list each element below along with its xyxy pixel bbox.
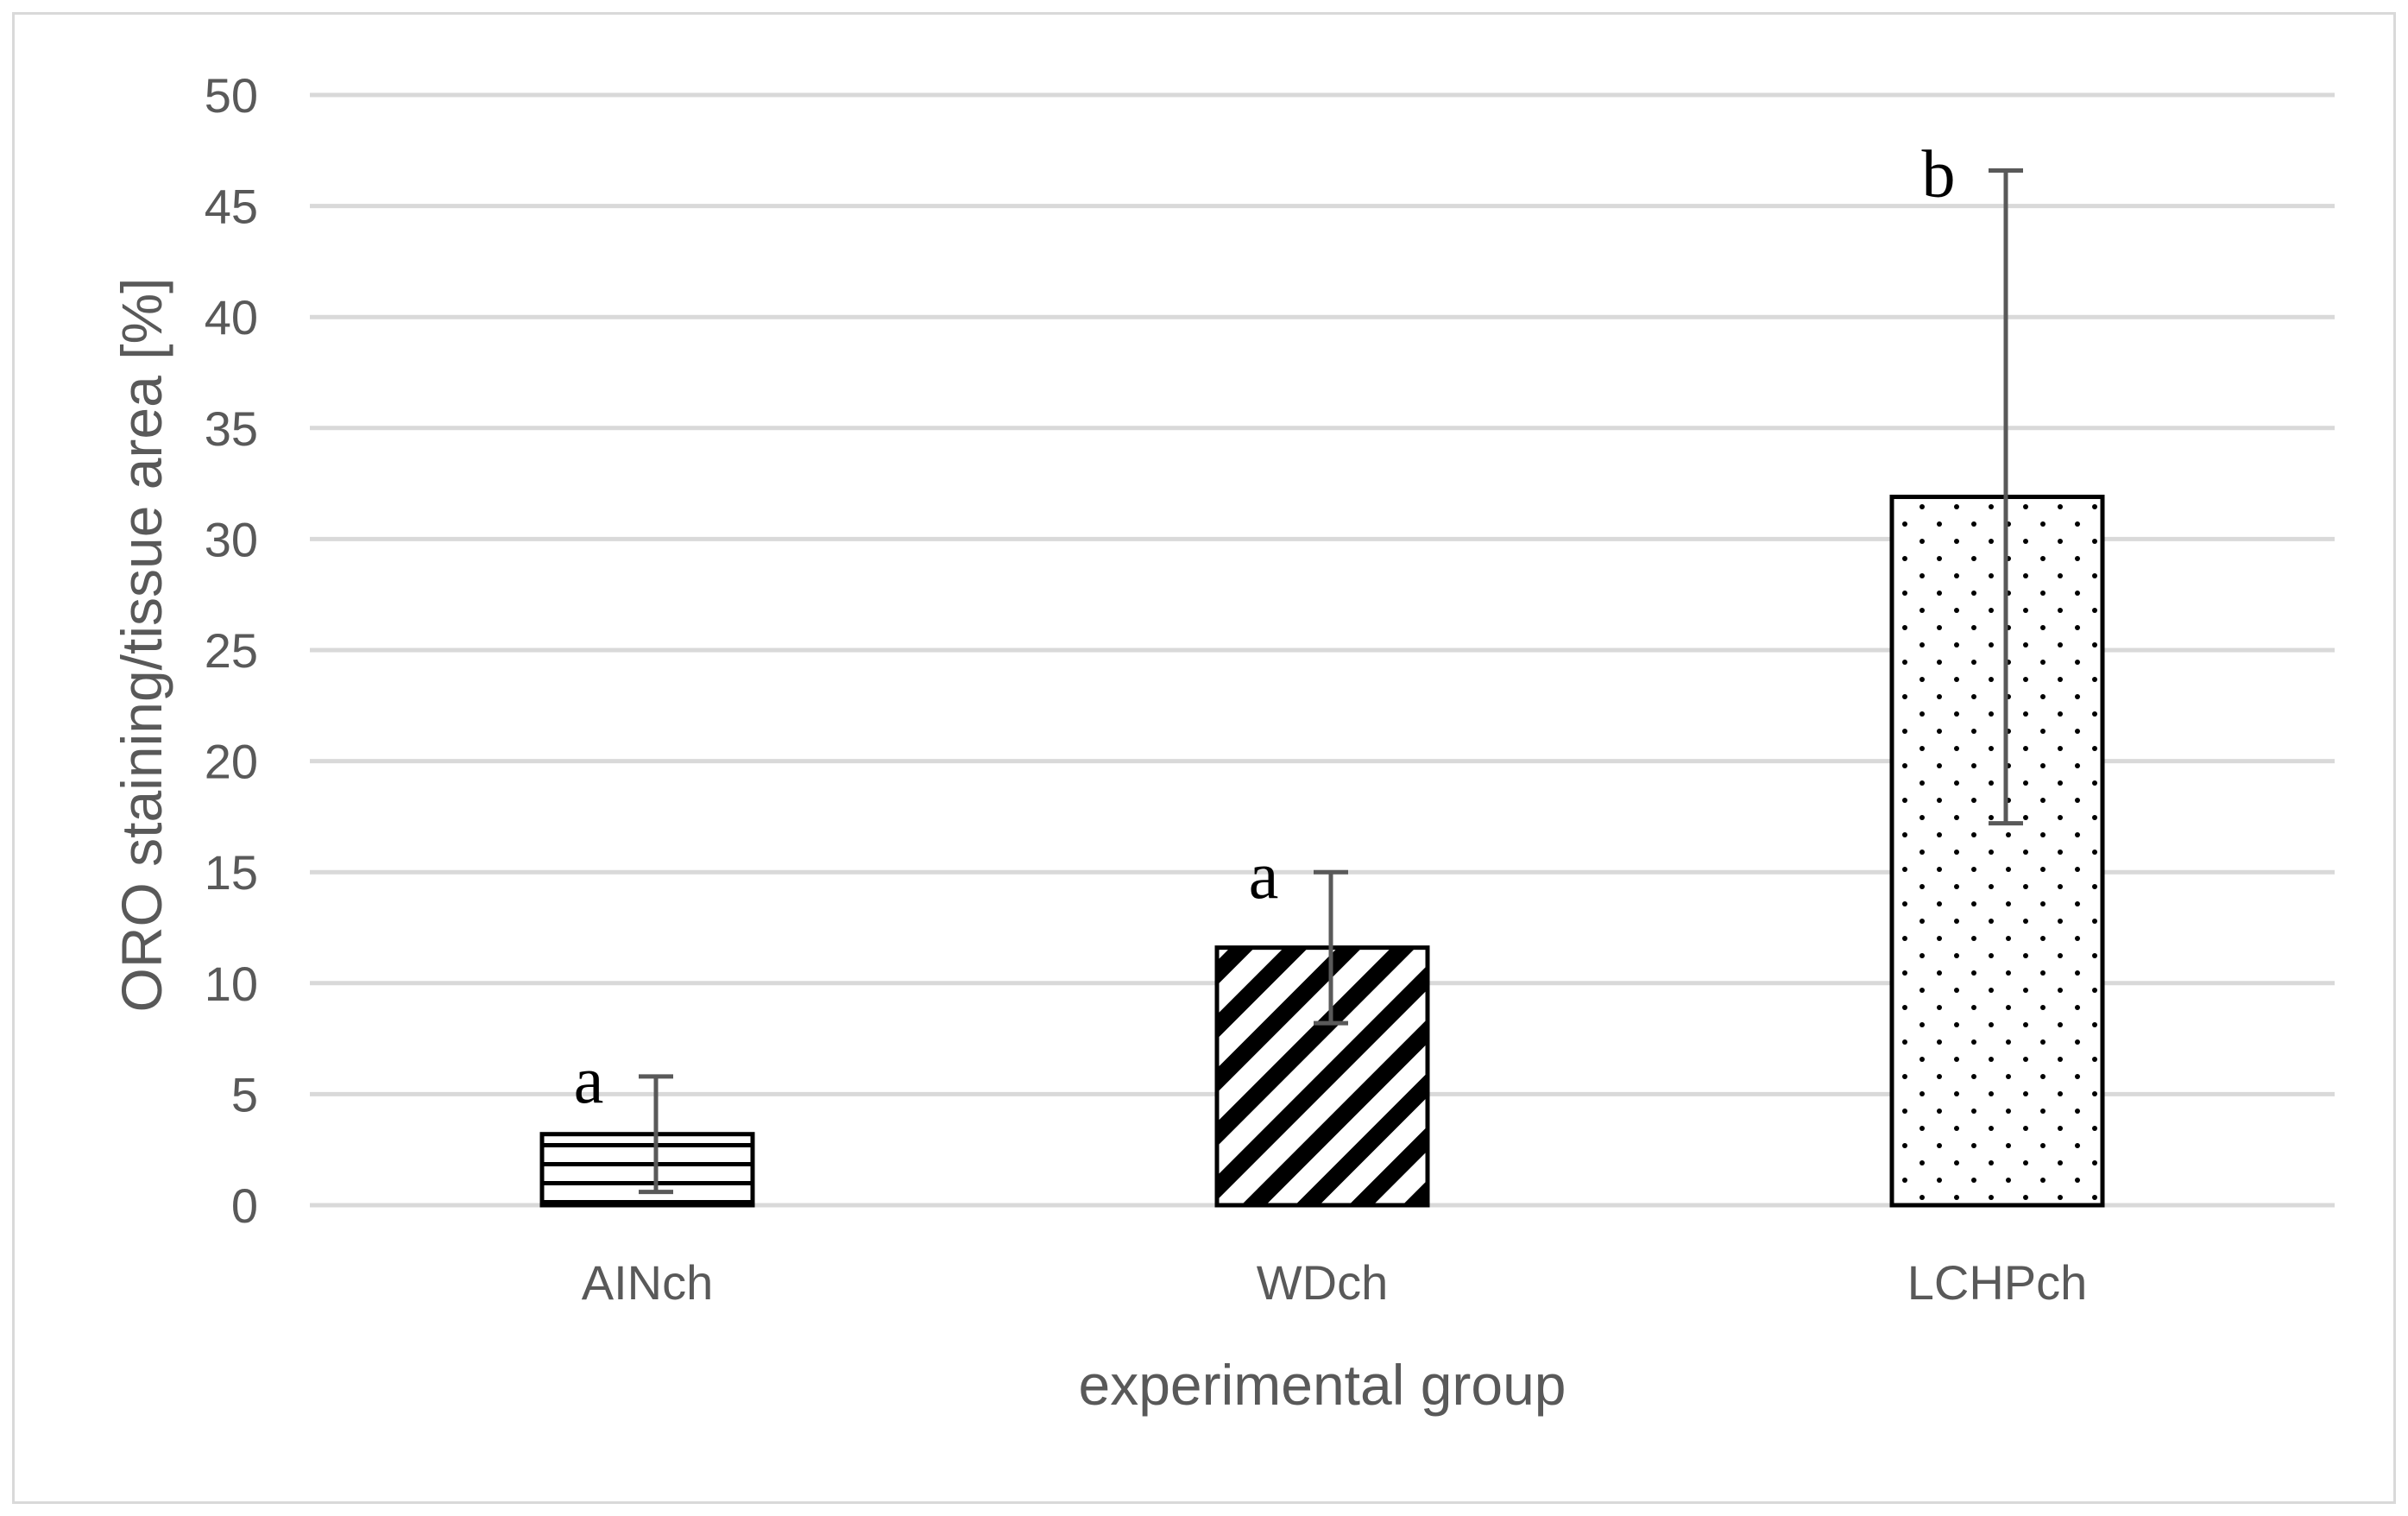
x-tick-label: LCHPch: [1907, 1255, 2088, 1310]
significance-letter: a: [1249, 837, 1279, 913]
y-tick-label: 20: [205, 735, 258, 789]
y-tick-label: 15: [205, 845, 258, 900]
bar-wdch: [1214, 945, 1430, 1208]
y-tick-label: 30: [205, 512, 258, 566]
x-tick-label: AINch: [582, 1255, 714, 1310]
significance-letter: a: [574, 1042, 604, 1117]
y-tick-label: 5: [231, 1067, 258, 1121]
x-axis-title: experimental group: [1079, 1353, 1566, 1417]
y-axis-title: ORO staining/tissue area [%]: [110, 277, 173, 1012]
y-tick-label: 35: [205, 401, 258, 456]
y-tick-label: 10: [205, 957, 258, 1011]
y-tick-label: 40: [205, 290, 258, 344]
significance-letter: b: [1922, 136, 1956, 211]
y-tick-label: 25: [205, 623, 258, 678]
chart-frame: 0 5 10 15 20 25 30 35 40 45 50 experimental group …: [12, 12, 2396, 1504]
x-tick-label: WDch: [1257, 1255, 1388, 1310]
y-tick-label: 0: [231, 1178, 258, 1233]
bar-lchpch: [1889, 495, 2105, 1208]
bar-ainch: [539, 1132, 755, 1208]
y-tick-label: 50: [205, 68, 258, 123]
y-tick-label: 45: [205, 180, 258, 234]
